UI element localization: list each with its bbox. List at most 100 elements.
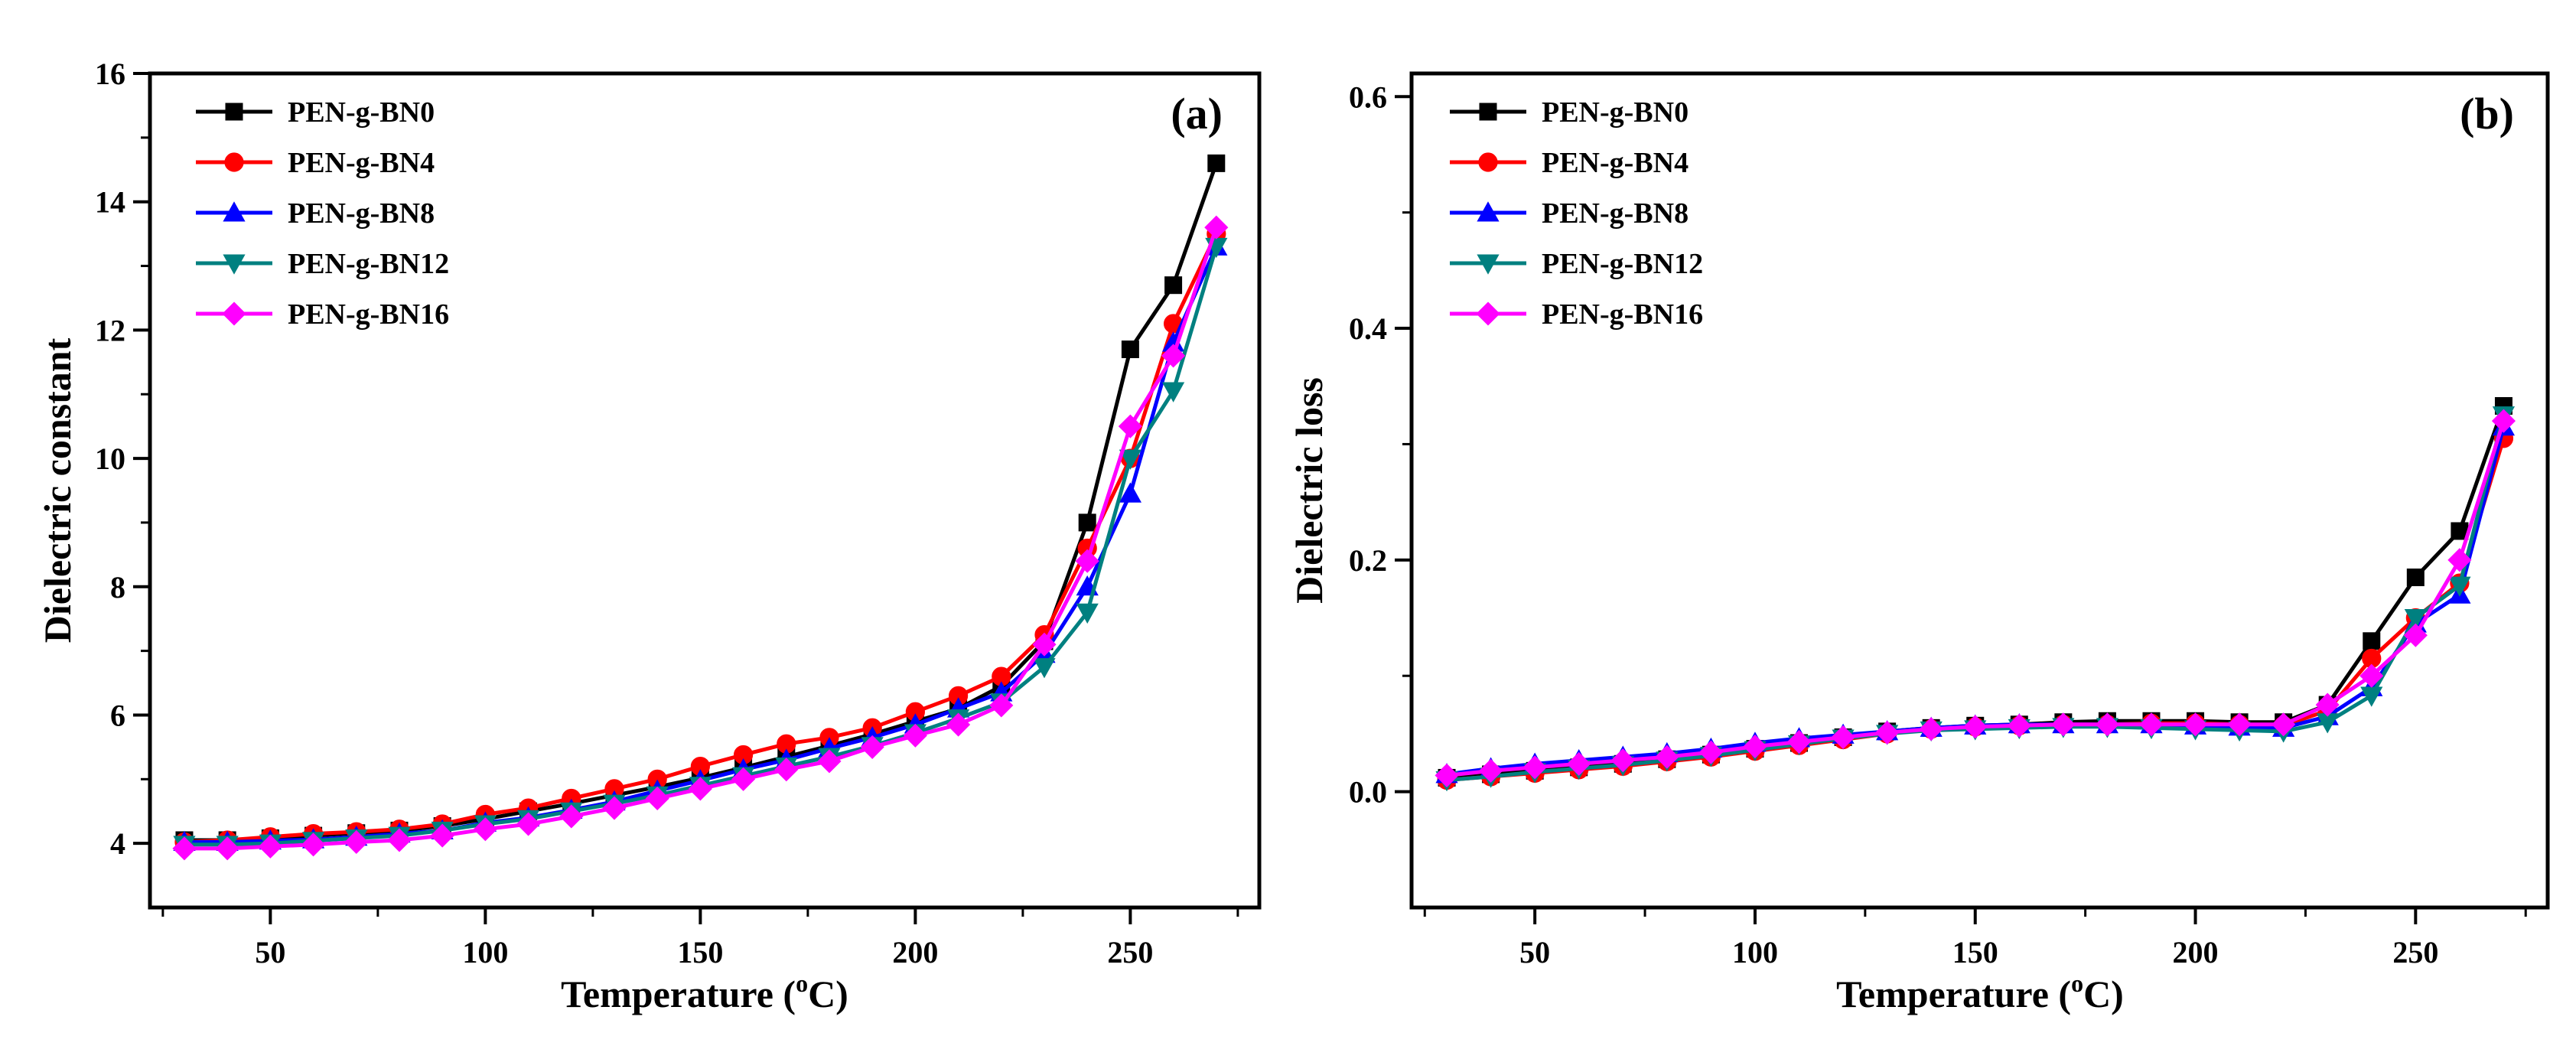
legend-label: PEN-g-BN16 <box>288 298 449 331</box>
legend-label: PEN-g-BN8 <box>1542 197 1689 230</box>
panel-a-data-point <box>344 829 369 855</box>
panel-b-data-point <box>2491 409 2516 433</box>
panel-a-series-line <box>184 246 1219 847</box>
panel-a-y-axis-title: Dielectric constant <box>36 337 79 643</box>
panel-a-data-point <box>516 812 541 836</box>
legend-item: PEN-g-BN8 <box>1450 197 1689 230</box>
legend-item: PEN-g-BN12 <box>1450 248 1703 280</box>
panel-a-data-point <box>817 749 842 774</box>
panel-b-data-point <box>2315 692 2340 717</box>
panel-b-data-point <box>1567 751 1591 776</box>
panel-a-data-point <box>559 804 584 829</box>
panel-a-x-axis-title: Temperature (oC) <box>561 969 848 1015</box>
panel-a-x-axis-title-end: C) <box>808 973 848 1015</box>
legend-label: PEN-g-BN0 <box>288 96 435 129</box>
panel-b-data-point <box>1875 720 1900 745</box>
legend-marker <box>1477 254 1500 275</box>
panel-b-y-tick-label: 0.4 <box>1349 311 1387 346</box>
panel-a-data-point <box>946 712 971 737</box>
panel-a-data-point <box>645 786 669 811</box>
panel-a-y-tick-label: 4 <box>110 826 125 861</box>
panel-b-series-PEN-g-BN16 <box>1435 409 2516 787</box>
legend-label: PEN-g-BN16 <box>1542 298 1703 331</box>
panel-a-series-line <box>184 246 1219 844</box>
panel-b-data-point <box>1919 717 1943 741</box>
legend-marker <box>223 254 246 275</box>
panel-b-data-point <box>2363 632 2381 650</box>
panel-b-data-point <box>2139 712 2164 737</box>
panel-b-plot-frame <box>1409 71 2550 910</box>
panel-b-data-point <box>2406 569 2425 587</box>
panel-a-x-tick-label: 150 <box>677 935 723 969</box>
panel-a-x-tick-label: 100 <box>462 935 508 969</box>
legend-marker <box>1476 301 1500 326</box>
panel-b-x-tick-label: 150 <box>1952 935 1998 969</box>
panel-b-tag: (b) <box>2460 89 2514 138</box>
panel-b-data-point <box>1655 745 1679 769</box>
panel-b-data-point <box>2051 712 2076 737</box>
panel-b-data-point <box>1522 755 1547 780</box>
panel-a-x-tick-label: 50 <box>255 935 285 969</box>
panel-b-x-axis-title-main: Temperature ( <box>1836 973 2071 1015</box>
panel-b-x-tick-label: 100 <box>1732 935 1778 969</box>
panel-b-data-point <box>1435 763 1459 787</box>
legend-item: PEN-g-BN8 <box>196 197 435 230</box>
panel-a-data-point <box>258 834 282 859</box>
panel-a-data-point <box>731 767 756 791</box>
legend-item: PEN-g-BN16 <box>1450 298 1703 331</box>
legend-item: PEN-g-BN0 <box>196 96 435 129</box>
panel-a-data-point <box>1204 215 1229 240</box>
panel-b-data-point <box>2272 712 2296 737</box>
panel-a-data-point <box>1161 344 1186 368</box>
panel-a-y-tick-label: 12 <box>95 313 125 347</box>
panel-b-data-point <box>1479 758 1503 783</box>
panel-a-series-PEN-g-BN16 <box>172 215 1229 861</box>
panel-a-data-point <box>1076 603 1099 624</box>
panel-b-legend: PEN-g-BN0 PEN-g-BN4 PEN-g-BN8 PEN-g-BN12 PEN… <box>1450 96 1703 331</box>
panel-a-data-point <box>1075 549 1099 573</box>
panel-a-data-point <box>1119 482 1141 503</box>
panel-b-data-point <box>1831 725 1855 750</box>
panel-b-data-point <box>1786 729 1812 754</box>
panel-a-y-tick-label: 16 <box>95 57 125 91</box>
panel-b-data-point <box>2448 576 2471 597</box>
panel-a-dielectric-constant: 50 100 150 200 250 4 6 8 10 12 14 16 (a) Temperatur… <box>36 57 1262 1015</box>
panel-b-y-tick-label: 0.2 <box>1349 543 1387 578</box>
legend-label: PEN-g-BN12 <box>1542 248 1703 280</box>
panel-b-series <box>1435 396 2516 792</box>
panel-a-data-point <box>1032 632 1057 657</box>
legend-marker <box>224 152 244 172</box>
panel-a-data-point <box>215 836 239 861</box>
panel-a-tag: (a) <box>1171 89 1223 138</box>
legend-item: PEN-g-BN4 <box>1450 147 1689 179</box>
panel-a-data-point <box>1119 449 1141 470</box>
panel-a-data-point <box>1121 341 1139 359</box>
panel-a-data-point <box>774 758 799 782</box>
panel-b-x-tick-label: 50 <box>1519 935 1550 969</box>
panel-b-data-point <box>2007 713 2031 738</box>
panel-a-data-point <box>1207 154 1226 172</box>
panel-a-data-point <box>1033 658 1056 679</box>
panel-b-ticks: 50 100 150 200 250 0.0 0.2 0.4 0.6 <box>1349 80 2527 969</box>
panel-a-plot-frame <box>148 71 1262 910</box>
legend-label: PEN-g-BN8 <box>288 197 435 230</box>
panel-a-data-point <box>387 828 412 852</box>
panel-b-x-axis-title-end: C) <box>2083 973 2124 1015</box>
panel-a-series <box>172 154 1229 861</box>
panel-b-y-tick-label: 0.0 <box>1349 775 1387 810</box>
panel-a-y-tick-label: 14 <box>95 185 125 220</box>
panel-a-data-point <box>989 693 1014 718</box>
panel-b-y-tick-label: 0.6 <box>1349 80 1387 114</box>
legend-marker <box>225 103 243 121</box>
panel-a-x-tick-label: 200 <box>892 935 938 969</box>
panel-b-y-axis-title: Dielectric loss <box>1288 377 1330 604</box>
panel-b-data-point <box>2095 712 2119 737</box>
legend-marker <box>222 301 246 326</box>
panel-b-data-point <box>2403 623 2428 647</box>
panel-a-data-point <box>602 796 627 820</box>
panel-b-data-point <box>1698 740 1723 764</box>
panel-a-y-tick-label: 10 <box>95 442 125 476</box>
panel-a-data-point <box>903 723 927 748</box>
panel-a-data-point <box>688 777 712 801</box>
panel-a-x-axis-title-sup: o <box>796 969 808 997</box>
